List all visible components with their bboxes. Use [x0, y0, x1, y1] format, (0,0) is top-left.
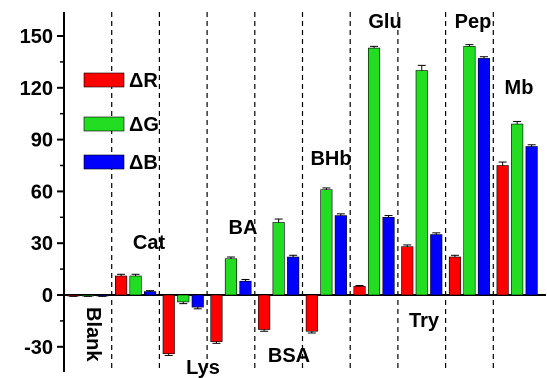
- bar-lys-0: [162, 294, 175, 355]
- category-label-bsa: BSA: [268, 345, 310, 367]
- category-label-lys: Lys: [186, 357, 220, 378]
- bar-glu-1: [367, 47, 381, 296]
- bar-glu-0: [353, 286, 366, 296]
- bar-bhb-0: [305, 294, 318, 332]
- category-label-pep: Pep: [455, 11, 492, 33]
- bar-mb-0: [496, 165, 509, 296]
- bar-bhb-2: [334, 215, 347, 296]
- bar-try-0: [401, 246, 414, 296]
- bar-lys-2: [191, 294, 204, 308]
- bar-glu-2: [382, 216, 395, 296]
- category-label-ba: BA: [229, 217, 258, 239]
- bar-cat-0: [115, 275, 128, 296]
- legend-swatch-0: [83, 72, 125, 88]
- legend-label-0: ΔR: [129, 70, 158, 92]
- category-label-cat: Cat: [133, 232, 166, 254]
- y-tick-label: 90: [31, 130, 53, 152]
- bar-bsa-0: [258, 294, 271, 330]
- y-tick-label: 120: [20, 78, 53, 100]
- bar-try-1: [415, 70, 428, 296]
- category-label-glu: Glu: [368, 11, 401, 33]
- bar-pep-0: [448, 256, 462, 296]
- category-label-blank: Blank: [82, 307, 104, 362]
- y-tick-label: 0: [42, 285, 53, 307]
- legend-swatch-1: [83, 116, 125, 132]
- bar-ba-2: [239, 280, 252, 296]
- legend-swatch-2: [83, 154, 125, 170]
- y-tick-label: 150: [20, 26, 53, 48]
- bar-ba-0: [210, 294, 223, 342]
- bar-blank-1: [81, 294, 94, 297]
- bar-cat-1: [129, 275, 142, 296]
- bar-bsa-1: [272, 222, 285, 296]
- bar-ba-1: [224, 258, 237, 296]
- bar-pep-2: [477, 58, 491, 296]
- category-label-mb: Mb: [505, 77, 534, 99]
- bar-mb-1: [511, 123, 524, 296]
- bar-blank-0: [67, 294, 80, 297]
- bar-bhb-1: [320, 189, 333, 296]
- category-label-bhb: BHb: [310, 148, 351, 170]
- y-tick-label: 60: [31, 181, 53, 203]
- bar-blank-2: [96, 294, 109, 297]
- bar-pep-1: [463, 46, 476, 296]
- bar-mb-2: [525, 146, 538, 296]
- bar-try-2: [430, 234, 443, 296]
- category-label-try: Try: [409, 310, 440, 332]
- y-tick-label: -30: [24, 337, 53, 359]
- bar-lys-1: [177, 294, 190, 303]
- bar-bsa-2: [287, 256, 300, 296]
- bar-cat-2: [144, 291, 157, 296]
- y-tick-label: 30: [31, 233, 53, 255]
- legend-label-2: ΔB: [129, 152, 158, 174]
- legend-label-1: ΔG: [129, 114, 159, 136]
